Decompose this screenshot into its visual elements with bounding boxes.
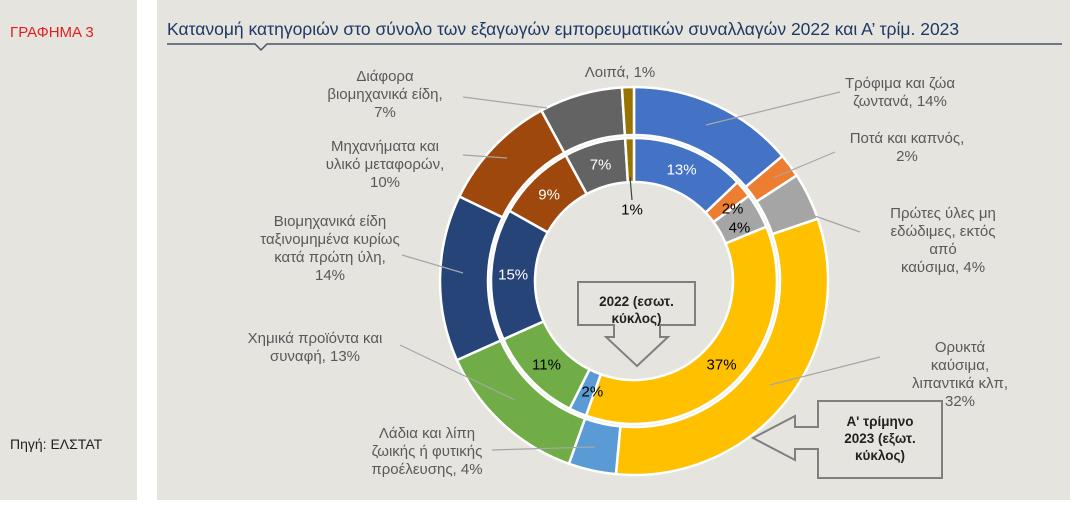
- outer-2023-slice: [614, 217, 830, 477]
- outer-callout-shape: [750, 400, 943, 479]
- leader-line: [401, 254, 464, 274]
- inner-2022-slice: [623, 136, 636, 184]
- inner-slice-label: 11%: [531, 356, 561, 374]
- leader-line: [814, 215, 861, 233]
- category-label: Πρώτες ύλες μη εδώδιμες, εκτός από καύσι…: [890, 205, 996, 276]
- leader-line: [462, 154, 508, 159]
- inner-ring-callout: 2022 (εσωτ. κύκλος): [599, 294, 674, 326]
- inner-slice-label: 13%: [666, 161, 697, 179]
- chart-title: Κατανομή κατηγοριών στο σύνολο των εξαγω…: [167, 19, 960, 39]
- category-label: Ποτά και καπνός, 2%: [849, 130, 965, 165]
- category-label: Τρόφιμα και ζώα ζωντανά, 14%: [844, 75, 956, 110]
- inner-slice-label: 7%: [589, 156, 612, 174]
- category-label: Χημικά προϊόντα και συναφή, 13%: [247, 330, 383, 365]
- leader-line: [769, 356, 881, 386]
- outer-ring-callout: Α' τρίμηνο 2023 (εξωτ. κύκλος): [844, 414, 916, 463]
- outer-2023-slice: [620, 85, 636, 137]
- category-label: Βιομηχανικά είδη ταξινομημένα κυρίως κατ…: [260, 213, 400, 284]
- leader-line: [491, 446, 596, 451]
- category-label: Μηχανήματα και υλικό μεταφορών, 10%: [325, 138, 445, 191]
- inner-slice-label: 15%: [498, 266, 529, 284]
- leader-line: [629, 176, 633, 201]
- inner-slice-label: 9%: [538, 186, 560, 204]
- leader-line: [705, 91, 841, 126]
- inner-slice-label: 4%: [728, 219, 751, 237]
- title-underline: [167, 43, 1062, 52]
- inner-slice-label: 2%: [721, 200, 744, 218]
- inner-2022-slice: [584, 225, 779, 426]
- leader-line: [462, 96, 548, 109]
- inner-slice-label: 2%: [581, 383, 604, 401]
- leader-line: [399, 344, 516, 401]
- source-note: Πηγή: ΕΛΣΤΑΤ: [10, 436, 103, 452]
- category-label: Λάδια και λίπη ζωικής ή φυτικής προέλευσ…: [371, 425, 483, 478]
- inner-slice-label: 37%: [706, 356, 737, 374]
- leader-line: [772, 151, 836, 179]
- figure-label: ΓΡΑΦΗΜΑ 3: [10, 24, 94, 41]
- left-panel: [0, 0, 137, 500]
- inner-callout-shape: [577, 281, 696, 368]
- category-label: Ορυκτά καύσιμα, λιπαντικά κλπ, 32%: [911, 339, 1009, 410]
- category-label: Λοιπά, 1%: [584, 64, 656, 81]
- category-label: Διάφορα βιομηχανικά είδη, 7%: [327, 68, 443, 121]
- inner-slice-label: 1%: [621, 201, 643, 219]
